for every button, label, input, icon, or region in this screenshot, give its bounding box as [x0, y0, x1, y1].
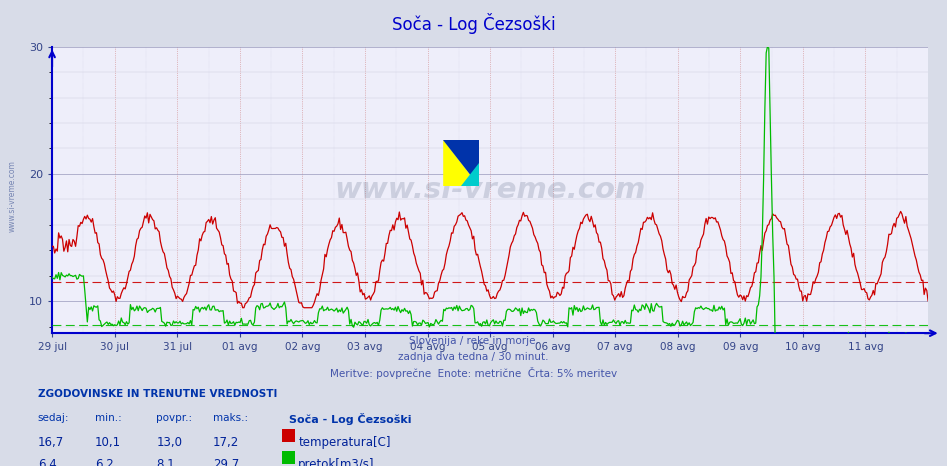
Text: Slovenija / reke in morje.: Slovenija / reke in morje.: [408, 336, 539, 346]
Text: sedaj:: sedaj:: [38, 413, 69, 423]
Text: povpr.:: povpr.:: [156, 413, 192, 423]
Polygon shape: [443, 140, 479, 186]
Text: zadnja dva tedna / 30 minut.: zadnja dva tedna / 30 minut.: [399, 352, 548, 362]
Text: www.si-vreme.com: www.si-vreme.com: [334, 176, 646, 204]
Text: Soča - Log Čezsoški: Soča - Log Čezsoški: [392, 13, 555, 34]
Text: Meritve: povprečne  Enote: metrične  Črta: 5% meritev: Meritve: povprečne Enote: metrične Črta:…: [330, 367, 617, 379]
Text: Soča - Log Čezsoški: Soča - Log Čezsoški: [289, 413, 411, 425]
Text: 29,7: 29,7: [213, 458, 240, 466]
Text: pretok[m3/s]: pretok[m3/s]: [298, 458, 375, 466]
Text: www.si-vreme.com: www.si-vreme.com: [8, 160, 17, 232]
Polygon shape: [461, 163, 479, 186]
Text: temperatura[C]: temperatura[C]: [298, 436, 391, 449]
Text: 13,0: 13,0: [156, 436, 182, 449]
Polygon shape: [443, 140, 479, 186]
Text: 6,2: 6,2: [95, 458, 114, 466]
Text: 6,4: 6,4: [38, 458, 57, 466]
Text: 10,1: 10,1: [95, 436, 121, 449]
Text: 16,7: 16,7: [38, 436, 64, 449]
Text: maks.:: maks.:: [213, 413, 248, 423]
Text: ZGODOVINSKE IN TRENUTNE VREDNOSTI: ZGODOVINSKE IN TRENUTNE VREDNOSTI: [38, 389, 277, 399]
Text: 8,1: 8,1: [156, 458, 175, 466]
Text: 17,2: 17,2: [213, 436, 240, 449]
Text: min.:: min.:: [95, 413, 121, 423]
